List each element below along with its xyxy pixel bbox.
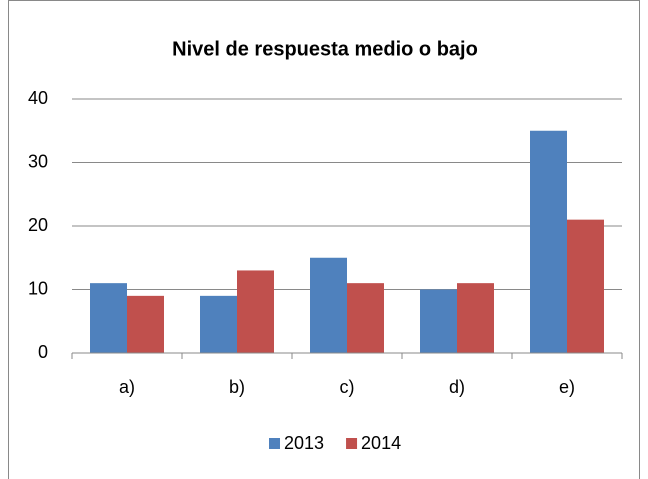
x-tick-label: d) [449,377,465,397]
bar [347,283,384,353]
y-tick-label: 0 [38,342,48,362]
chart-title: Nivel de respuesta medio o bajo [172,38,478,60]
y-tick-label: 30 [28,151,48,171]
bar [200,295,237,353]
bar [310,257,347,353]
bar [420,289,457,353]
x-tick-label: e) [559,377,575,397]
bar [237,270,274,353]
y-tick-label: 10 [28,278,48,298]
x-tick-label: a) [119,377,135,397]
legend-label: 2014 [361,433,401,453]
bar [457,283,494,353]
bar [90,283,127,353]
legend-swatch [269,438,280,449]
y-tick-label: 20 [28,215,48,235]
x-tick-label: c) [340,377,355,397]
bar [530,130,567,353]
bar [127,295,164,353]
y-tick-label: 40 [28,88,48,108]
legend-swatch [346,438,358,449]
legend-label: 2013 [284,433,324,453]
bar [567,219,604,353]
x-tick-label: b) [229,377,245,397]
